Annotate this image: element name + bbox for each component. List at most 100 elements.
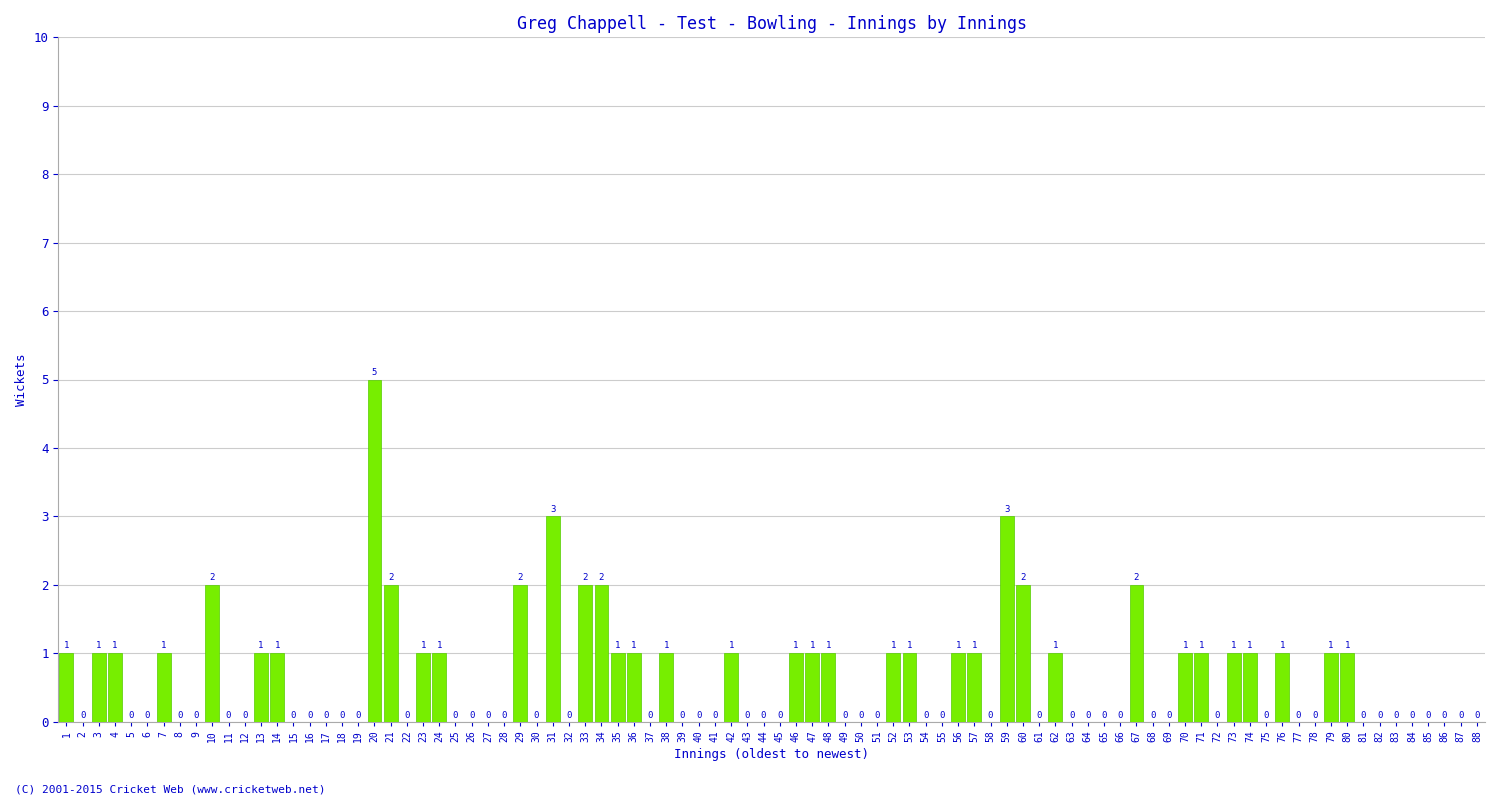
Bar	[60, 654, 74, 722]
Bar	[886, 654, 900, 722]
Text: 1: 1	[1182, 642, 1188, 650]
Text: 0: 0	[470, 711, 474, 720]
Text: 0: 0	[988, 711, 993, 720]
Bar	[806, 654, 819, 722]
Text: 0: 0	[404, 711, 410, 720]
Text: 0: 0	[648, 711, 652, 720]
Bar	[1016, 585, 1031, 722]
Text: 0: 0	[146, 711, 150, 720]
X-axis label: Innings (oldest to newest): Innings (oldest to newest)	[674, 748, 868, 761]
Text: 1: 1	[436, 642, 442, 650]
Text: 5: 5	[372, 368, 376, 377]
Text: 0: 0	[177, 711, 183, 720]
Text: 0: 0	[339, 711, 345, 720]
Text: 1: 1	[632, 642, 636, 650]
Text: 0: 0	[1425, 711, 1431, 720]
Text: (C) 2001-2015 Cricket Web (www.cricketweb.net): (C) 2001-2015 Cricket Web (www.cricketwe…	[15, 784, 326, 794]
Text: 1: 1	[810, 642, 814, 650]
Text: 0: 0	[356, 711, 362, 720]
Text: 0: 0	[939, 711, 945, 720]
Bar	[384, 585, 398, 722]
Text: 0: 0	[80, 711, 86, 720]
Text: 0: 0	[858, 711, 864, 720]
Text: 0: 0	[1070, 711, 1074, 720]
Bar	[789, 654, 802, 722]
Bar	[270, 654, 284, 722]
Text: 2: 2	[518, 573, 524, 582]
Y-axis label: Wickets: Wickets	[15, 354, 28, 406]
Text: 0: 0	[1118, 711, 1124, 720]
Text: 2: 2	[1020, 573, 1026, 582]
Bar	[1000, 516, 1014, 722]
Bar	[660, 654, 674, 722]
Text: 1: 1	[1329, 642, 1334, 650]
Text: 0: 0	[744, 711, 750, 720]
Bar	[1324, 654, 1338, 722]
Text: 1: 1	[729, 642, 734, 650]
Bar	[368, 379, 381, 722]
Text: 0: 0	[1458, 711, 1464, 720]
Text: 1: 1	[1280, 642, 1286, 650]
Text: 0: 0	[1084, 711, 1090, 720]
Bar	[1130, 585, 1143, 722]
Text: 0: 0	[1360, 711, 1366, 720]
Text: 1: 1	[1198, 642, 1204, 650]
Text: 1: 1	[112, 642, 117, 650]
Text: 0: 0	[194, 711, 200, 720]
Bar	[92, 654, 105, 722]
Bar	[1244, 654, 1257, 722]
Text: 0: 0	[129, 711, 134, 720]
Bar	[254, 654, 268, 722]
Text: 0: 0	[242, 711, 248, 720]
Bar	[432, 654, 445, 722]
Text: 0: 0	[712, 711, 717, 720]
Text: 0: 0	[760, 711, 766, 720]
Text: 1: 1	[274, 642, 280, 650]
Text: 0: 0	[501, 711, 507, 720]
Text: 1: 1	[615, 642, 621, 650]
Text: 1: 1	[891, 642, 896, 650]
Bar	[1048, 654, 1062, 722]
Bar	[513, 585, 526, 722]
Bar	[627, 654, 640, 722]
Bar	[903, 654, 916, 722]
Text: 1: 1	[1053, 642, 1058, 650]
Text: 1: 1	[160, 642, 166, 650]
Text: 1: 1	[956, 642, 962, 650]
Text: 0: 0	[1166, 711, 1172, 720]
Bar	[416, 654, 430, 722]
Bar	[1341, 654, 1354, 722]
Text: 0: 0	[1410, 711, 1414, 720]
Text: 1: 1	[908, 642, 912, 650]
Text: 0: 0	[842, 711, 848, 720]
Text: 0: 0	[1394, 711, 1398, 720]
Text: 0: 0	[1215, 711, 1219, 720]
Text: 0: 0	[696, 711, 702, 720]
Text: 2: 2	[1134, 573, 1138, 582]
Bar	[1275, 654, 1288, 722]
Bar	[951, 654, 964, 722]
Text: 3: 3	[550, 505, 555, 514]
Text: 0: 0	[1442, 711, 1448, 720]
Text: 2: 2	[210, 573, 214, 582]
Bar	[822, 654, 836, 722]
Text: 0: 0	[1296, 711, 1300, 720]
Text: 0: 0	[1036, 711, 1042, 720]
Text: 1: 1	[825, 642, 831, 650]
Text: 0: 0	[226, 711, 231, 720]
Text: 1: 1	[1344, 642, 1350, 650]
Text: 0: 0	[1377, 711, 1383, 720]
Text: 0: 0	[291, 711, 296, 720]
Text: 0: 0	[874, 711, 879, 720]
Bar	[546, 516, 560, 722]
Bar	[968, 654, 981, 722]
Text: 0: 0	[484, 711, 490, 720]
Text: 0: 0	[1263, 711, 1269, 720]
Text: 1: 1	[663, 642, 669, 650]
Text: 2: 2	[388, 573, 393, 582]
Bar	[724, 654, 738, 722]
Text: 1: 1	[420, 642, 426, 650]
Text: 0: 0	[453, 711, 458, 720]
Text: 2: 2	[598, 573, 604, 582]
Text: 0: 0	[777, 711, 783, 720]
